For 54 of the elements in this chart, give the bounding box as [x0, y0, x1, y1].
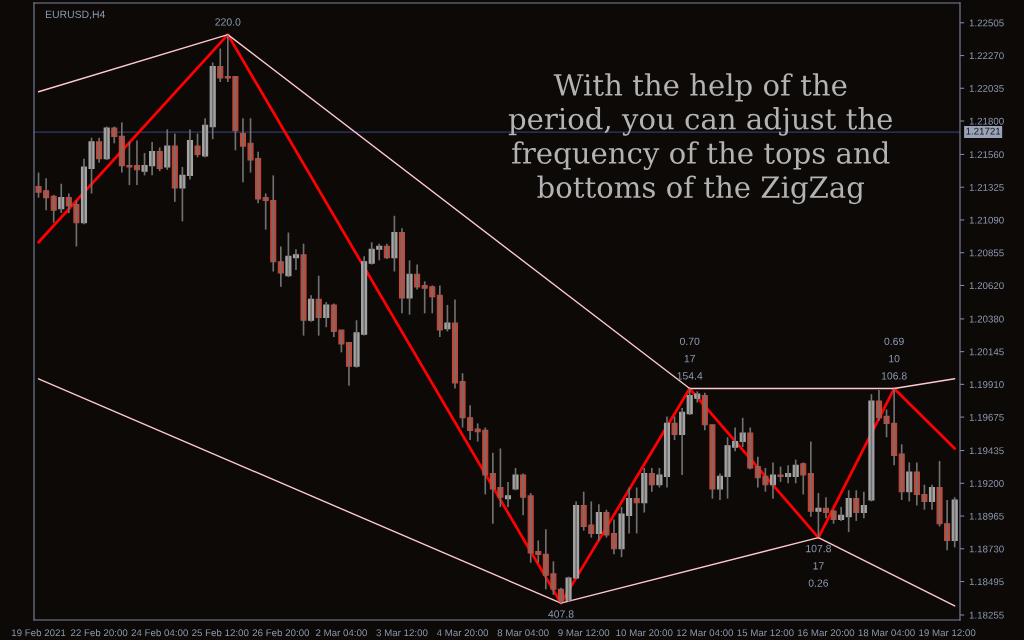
annotation: With the help of the period, you can adjust the frequency of the tops and bottoms of the ZigZag [508, 73, 892, 205]
candlestick [815, 492, 822, 539]
y-tick-label: 1.21090 [969, 216, 1004, 224]
x-tick-label: 25 Feb 12:00 [192, 629, 249, 637]
y-tick-label: 1.21325 [969, 183, 1004, 191]
candlestick [194, 132, 201, 159]
annotation: 0.70 17 154.4 [677, 337, 703, 380]
y-tick-label: 1.21800 [969, 117, 1004, 125]
y-tick-label: 1.18495 [969, 578, 1004, 586]
y-tick-label: 1.22035 [969, 85, 1004, 92]
x-tick-label: 4 Mar 20:00 [436, 629, 489, 637]
annotation: 0.69 10 106.8 [881, 337, 907, 380]
x-tick-label: 16 Mar 20:00 [798, 629, 855, 637]
candlestick [444, 304, 451, 333]
candlestick [406, 259, 413, 316]
y-tick-label: 1.18965 [969, 512, 1004, 520]
candlestick [671, 415, 678, 441]
x-tick-label: 3 Mar 12:00 [376, 629, 428, 637]
x-tick-label: 15 Mar 12:00 [737, 629, 794, 637]
y-tick-label: 1.22270 [969, 52, 1004, 60]
y-tick-label: 1.19910 [969, 381, 1004, 388]
y-tick-label: 1.20380 [969, 315, 1004, 323]
x-tick-label: 12 Mar 04:00 [676, 629, 734, 637]
candlestick [512, 467, 519, 492]
y-tick-label: 1.20855 [969, 249, 1004, 257]
x-tick-label: 19 Feb 2021 [11, 629, 66, 637]
y-tick-label: 1.19675 [969, 413, 1004, 421]
line-series [37, 33, 956, 390]
annotation: 220.0 [215, 18, 241, 26]
y-tick-label: 1.18255 [969, 611, 1004, 619]
x-tick-label: 26 Feb 20:00 [252, 629, 310, 637]
y-tick-label: 1.20145 [969, 348, 1004, 356]
x-tick-label: 2 Mar 04:00 [315, 629, 367, 637]
candlestick [868, 393, 875, 503]
y-tick-label: 1.19200 [969, 480, 1004, 487]
y-tick-label: 1.20620 [969, 282, 1004, 290]
ref-line-label: 1.21721 [966, 127, 1001, 135]
candlestick [300, 242, 307, 337]
y-tick-label: 1.18730 [969, 545, 1004, 553]
candlestick [391, 214, 398, 273]
x-tick-label: 9 Mar 12:00 [558, 629, 610, 637]
y-tick-label: 1.19435 [969, 447, 1004, 455]
annotation: 107.8 17 0.26 [806, 544, 831, 587]
x-tick-label: 19 Mar 12:00 [919, 629, 976, 637]
x-tick-label: 18 Mar 04:00 [858, 629, 915, 637]
y-tick-label: 1.21560 [969, 151, 1004, 159]
x-tick-label: 8 Mar 04:00 [497, 629, 549, 637]
x-tick-label: 10 Mar 20:00 [616, 629, 673, 637]
line-series [37, 378, 956, 607]
y-tick-label: 1.22505 [969, 19, 1004, 27]
x-tick-label: 24 Feb 04:00 [131, 629, 188, 637]
annotation: 407.8 [548, 610, 574, 618]
x-tick-label: 22 Feb 20:00 [70, 629, 128, 637]
text: EURUSD,H4 [45, 10, 105, 20]
